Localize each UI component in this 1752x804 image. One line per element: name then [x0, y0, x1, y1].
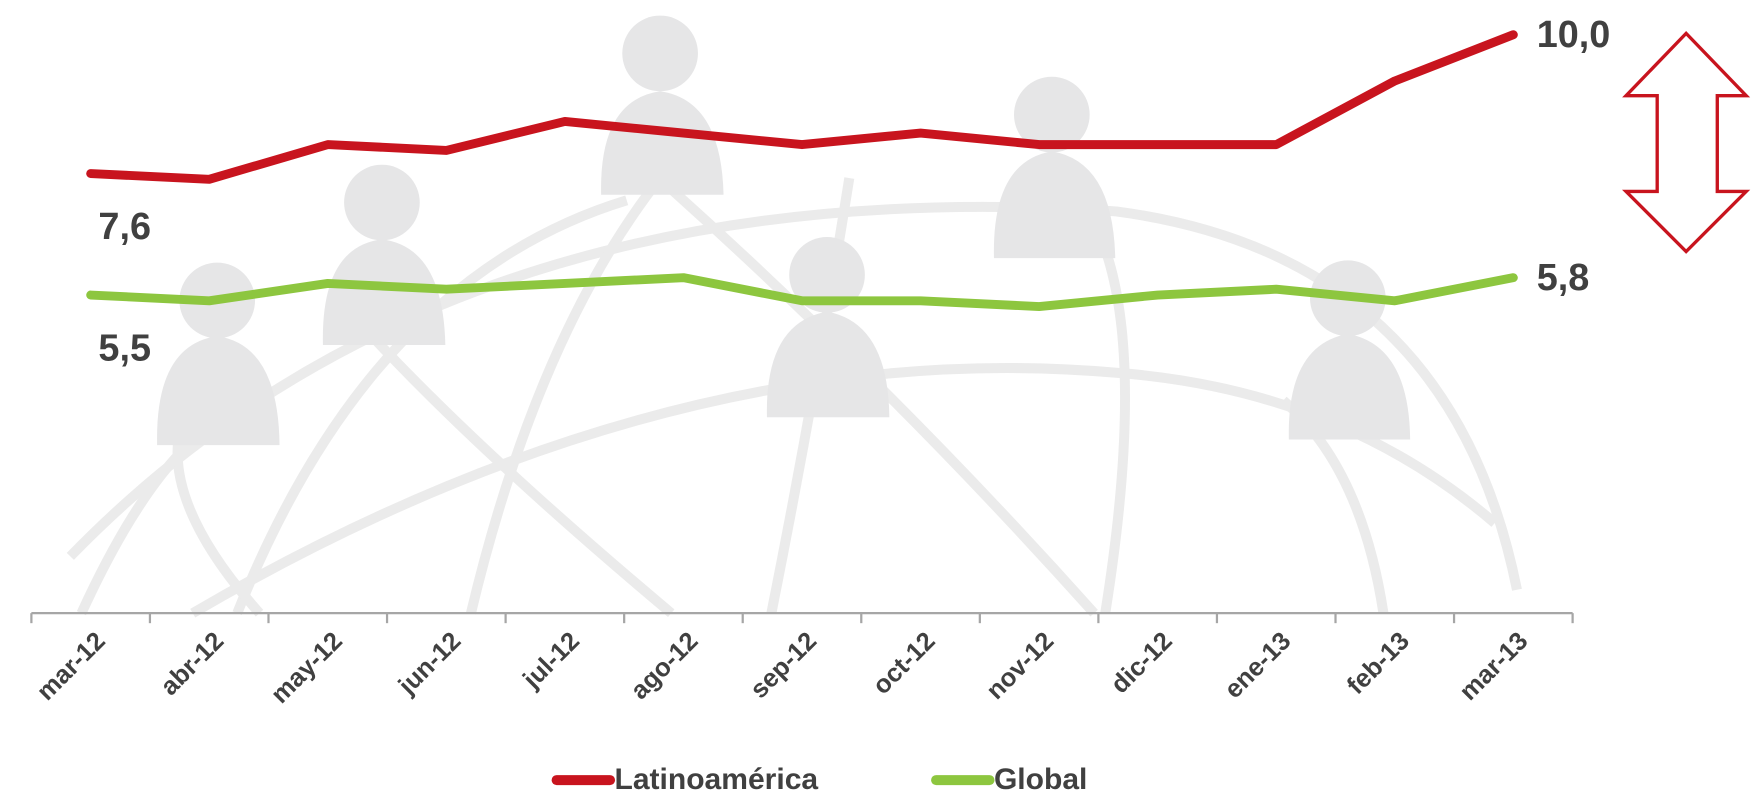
- line-series: [86, 30, 1518, 184]
- x-tick-label: dic-12: [1106, 627, 1178, 699]
- x-tick-label: feb-13: [1342, 627, 1415, 700]
- data-label: 7,6: [98, 206, 151, 248]
- data-label: 5,8: [1537, 257, 1590, 299]
- x-tick-label: ene-13: [1219, 627, 1296, 704]
- data-label: 10,0: [1537, 14, 1611, 56]
- background-illustration: [66, 15, 1522, 618]
- x-tick-label: nov-12: [981, 627, 1059, 705]
- legend-label: Global: [994, 763, 1087, 796]
- data-label: 5,5: [98, 328, 151, 370]
- x-tick-label: oct-12: [868, 627, 941, 700]
- x-tick-label: sep-12: [745, 627, 822, 704]
- legend-label: Latinoamérica: [614, 763, 818, 796]
- x-tick-label: mar-13: [1454, 627, 1533, 706]
- x-tick-label: mar-12: [32, 627, 111, 706]
- line-series: [86, 273, 1518, 312]
- x-tick-label: may-12: [266, 627, 348, 709]
- x-tick-label: abr-12: [155, 627, 229, 701]
- x-tick-label: jul-12: [517, 627, 585, 695]
- x-tick-label: ago-12: [625, 627, 703, 705]
- x-tick-label: jun-12: [393, 627, 467, 701]
- double-arrow: [1622, 30, 1751, 254]
